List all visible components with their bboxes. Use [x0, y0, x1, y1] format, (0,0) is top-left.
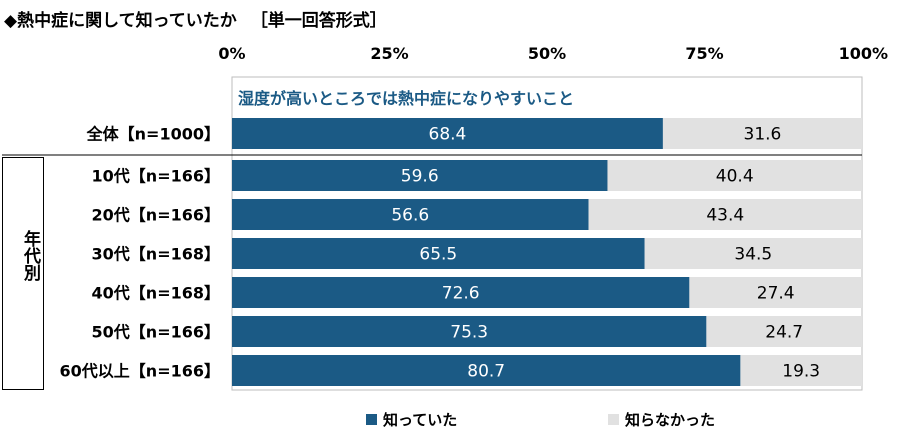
- row-label: 60代以上【n=166】: [60, 362, 220, 381]
- bar-known: [232, 118, 663, 149]
- bar-value-label: 59.6: [401, 167, 439, 187]
- bar-value-label: 65.5: [419, 245, 457, 265]
- bar-unknown: [607, 160, 862, 191]
- bar-value-label: 27.4: [757, 284, 795, 304]
- x-tick-label: 25%: [370, 44, 408, 63]
- bar-value-label: 72.6: [442, 284, 480, 304]
- bar-known: [232, 238, 645, 269]
- legend-item-unknown: 知らなかった: [608, 409, 715, 430]
- row-label: 全体【n=1000】: [86, 125, 220, 144]
- bar-unknown: [706, 316, 862, 347]
- legend-swatch-unknown: [608, 414, 619, 425]
- bar-known: [232, 277, 690, 308]
- chart-title-text: ◆熱中症に関して知っていたか: [4, 11, 237, 31]
- bar-unknown: [689, 277, 862, 308]
- legend-swatch-known: [366, 414, 377, 425]
- bar-value-label: 34.5: [734, 245, 772, 265]
- bar-known: [232, 316, 707, 347]
- row-label: 30代【n=168】: [92, 245, 220, 264]
- x-tick-label: 0%: [218, 44, 245, 63]
- bar-value-label: 31.6: [744, 125, 782, 145]
- bar-value-label: 80.7: [467, 362, 505, 382]
- age-group-label: 年代別: [20, 230, 40, 281]
- row-label: 20代【n=166】: [92, 206, 220, 225]
- x-tick-label: 75%: [685, 44, 723, 63]
- x-tick-label: 50%: [528, 44, 566, 63]
- chart-subtitle: ［単一回答形式］: [250, 11, 387, 31]
- bar-unknown: [662, 118, 862, 149]
- bar-value-label: 40.4: [716, 167, 754, 187]
- row-label: 50代【n=166】: [92, 323, 220, 342]
- age-group-box: 年代別: [2, 157, 44, 390]
- chart-title: ◆熱中症に関して知っていたか ［単一回答形式］: [4, 6, 387, 31]
- bar-value-label: 19.3: [782, 362, 820, 382]
- section-label: 湿度が高いところでは熱中症になりやすいこと: [237, 89, 574, 108]
- bar-value-label: 24.7: [765, 323, 803, 343]
- legend-label-known: 知っていた: [383, 411, 458, 429]
- plot-frame: [231, 76, 863, 391]
- legend-label-unknown: 知らなかった: [625, 411, 716, 429]
- bar-known: [232, 199, 589, 230]
- stacked-bar-chart: 0% 25% 50% 75% 100% 湿度が高いところでは熱中症になりやすいこと全体【n…: [2, 44, 888, 391]
- row-label: 40代【n=168】: [92, 284, 220, 303]
- legend-item-known: 知っていた: [366, 409, 457, 430]
- bar-value-label: 43.4: [706, 206, 744, 226]
- bar-unknown: [588, 199, 862, 230]
- bar-known: [232, 160, 608, 191]
- x-tick-label: 100%: [839, 44, 888, 63]
- bar-unknown: [644, 238, 862, 269]
- bar-known: [232, 355, 741, 386]
- bar-value-label: 56.6: [391, 206, 429, 226]
- bar-value-label: 68.4: [429, 125, 467, 145]
- row-label: 10代【n=166】: [92, 167, 220, 186]
- bar-value-label: 75.3: [450, 323, 488, 343]
- bar-unknown: [740, 355, 862, 386]
